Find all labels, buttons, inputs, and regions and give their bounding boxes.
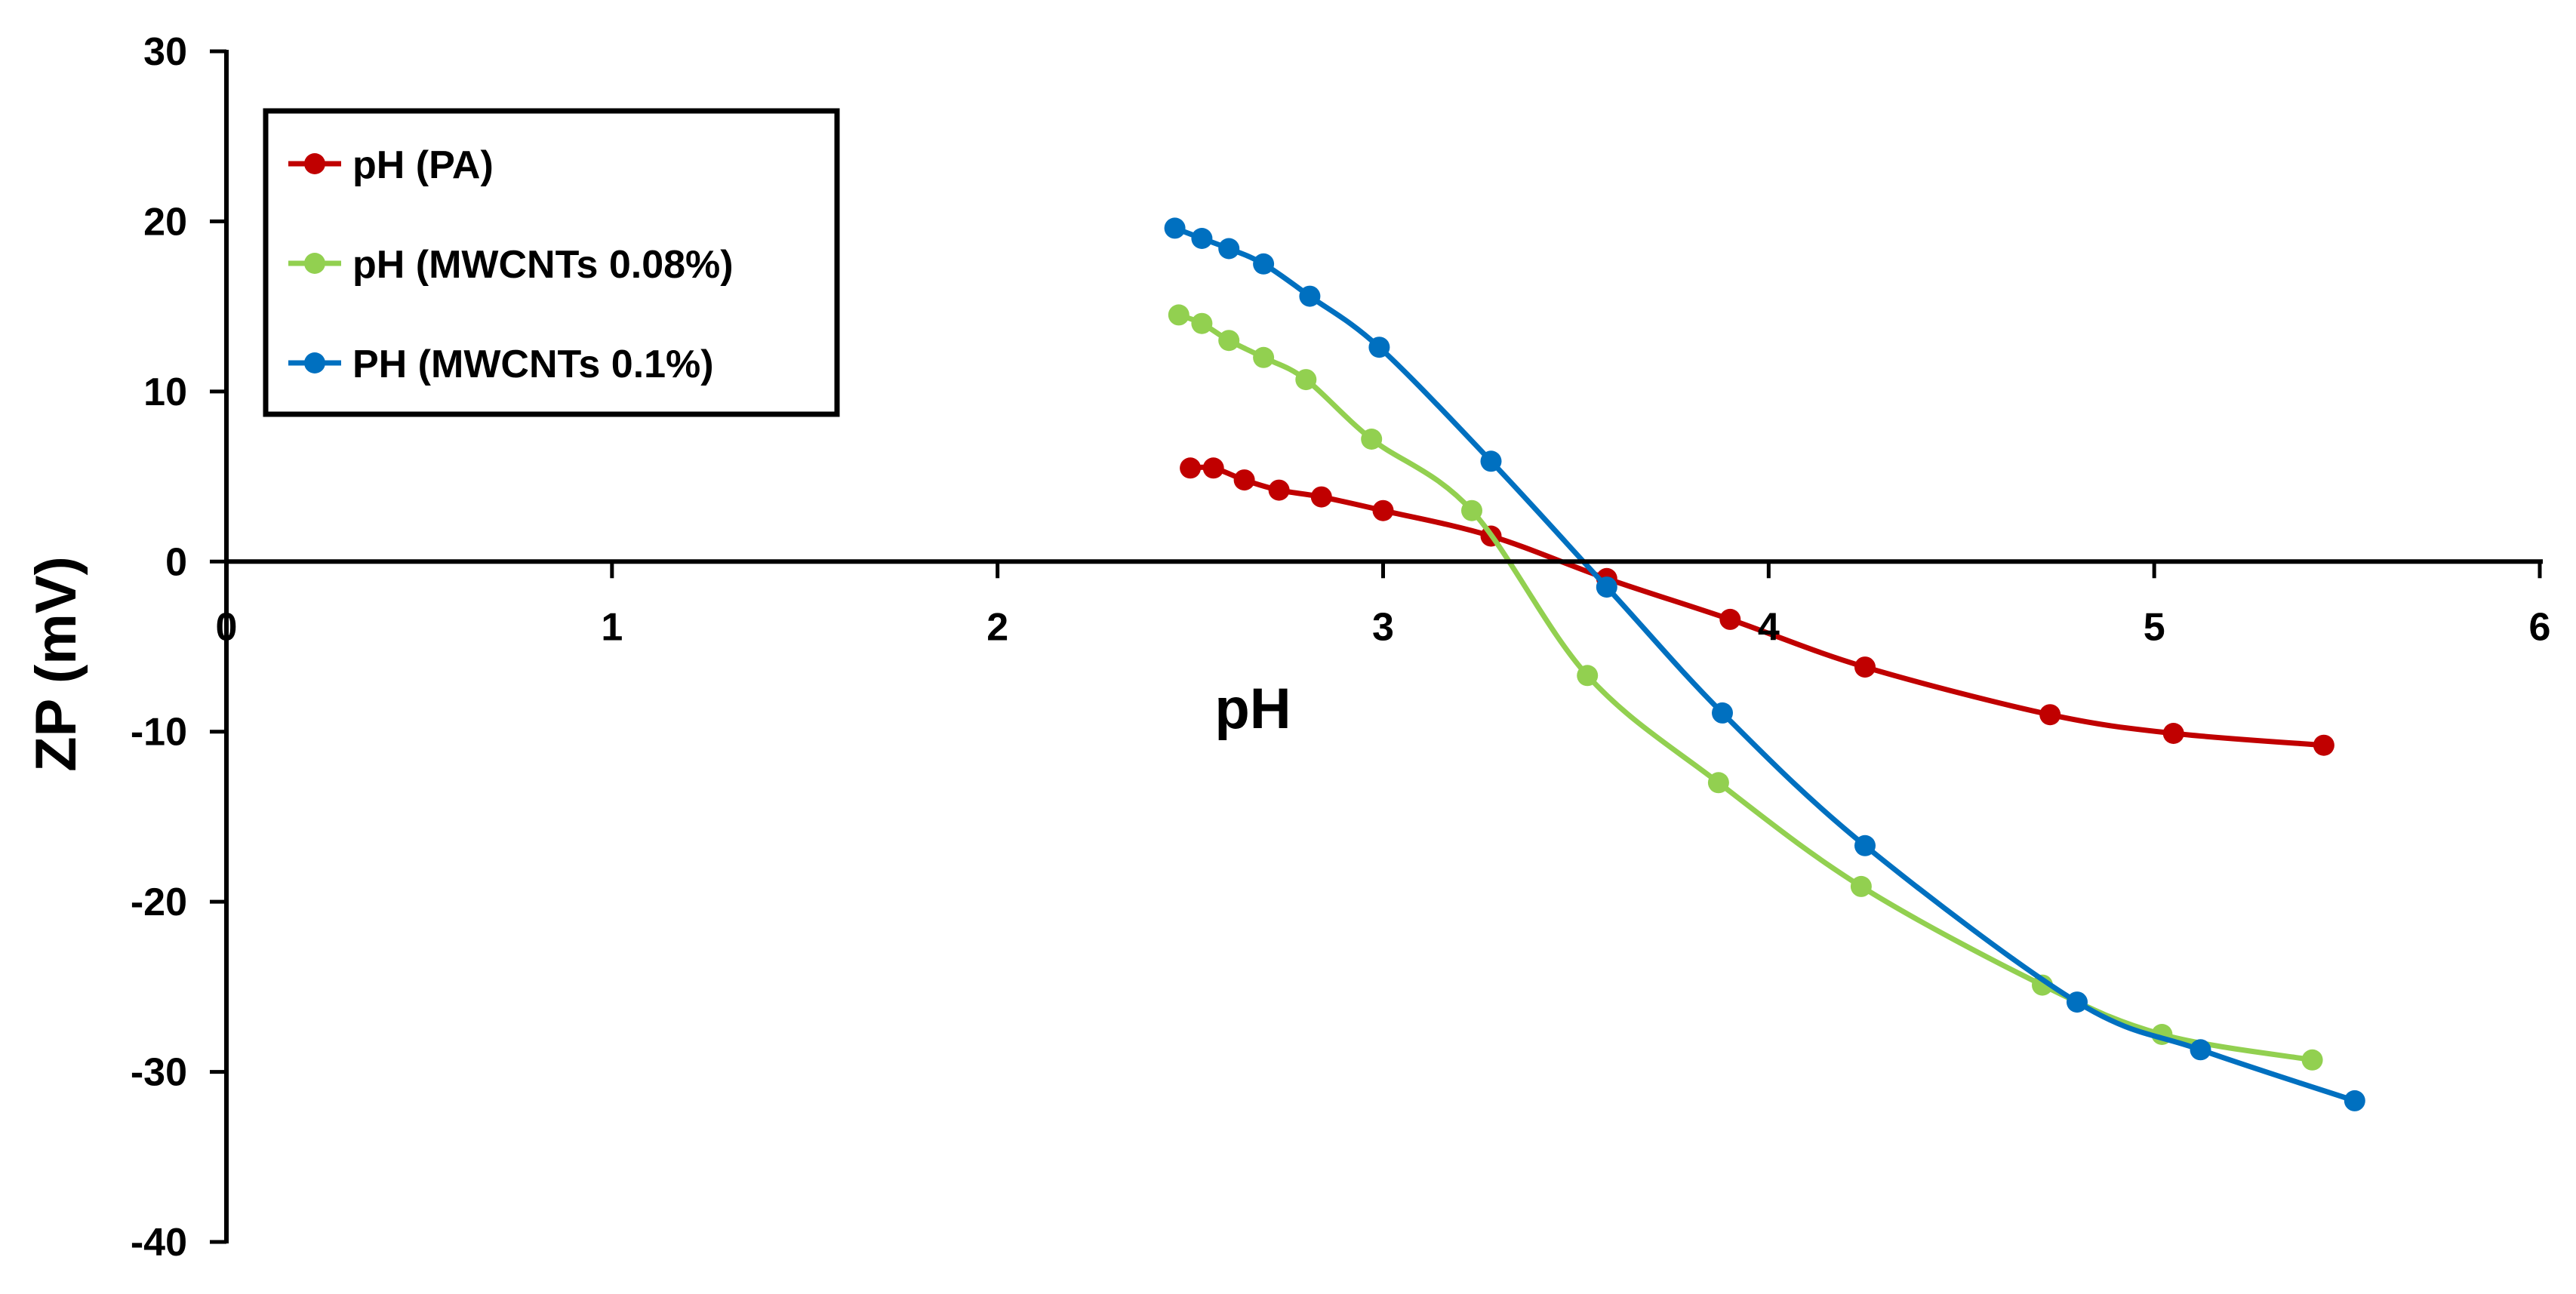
legend: pH (PA) pH (MWCNTs 0.08%) PH (MWCNTs 0.1%) [263,108,840,417]
x-tick-label: 2 [986,605,1008,649]
labels-layer: 30 20 10 0 -10 -20 -30 -40 0 1 2 3 4 5 6 pH ZP (mV) [24,30,2550,1265]
x-axis-title: pH [1214,677,1291,741]
y-tick-label: -40 [131,1221,187,1265]
data-point-s0-1 [1202,457,1224,479]
y-tick-label: 10 [143,370,187,414]
data-point-s1-6 [1461,499,1482,521]
data-point-s2-8 [1712,702,1733,724]
data-point-s2-5 [1368,337,1390,358]
y-axis-title: ZP (mV) [24,556,88,772]
data-point-s1-1 [1191,312,1213,334]
data-point-s0-0 [1180,457,1202,479]
data-point-s2-10 [2067,991,2088,1013]
x-tick-label: 6 [2529,605,2551,649]
legend-swatch-marker [304,153,325,174]
legend-label-2: PH (MWCNTs 0.1%) [352,343,714,386]
data-point-s1-3 [1253,346,1275,368]
y-tick-label: -30 [131,1051,187,1095]
data-point-s0-9 [1854,656,1876,678]
axes-layer [210,49,2543,1244]
series-layer [1164,217,2365,1111]
y-tick-label: 0 [165,540,187,584]
data-point-s2-7 [1596,576,1617,598]
x-tick-label: 3 [1372,605,1394,649]
data-point-s2-12 [2344,1090,2365,1111]
data-point-s1-9 [1850,875,1872,897]
legend-swatch-marker [304,253,325,274]
data-point-s0-4 [1310,486,1332,508]
data-point-s2-1 [1191,228,1213,249]
data-point-s0-11 [2162,723,2184,744]
data-point-s1-10 [2032,974,2053,996]
data-point-s1-8 [1707,772,1729,794]
data-point-s2-3 [1253,253,1275,275]
data-point-s1-12 [2301,1049,2323,1071]
legend-swatch-marker [304,352,325,373]
y-tick-label: 20 [143,200,187,244]
data-point-s0-3 [1268,479,1290,501]
series-line-2 [1172,225,2358,1104]
x-tick-label: 1 [601,605,623,649]
data-point-s1-0 [1168,304,1190,326]
data-point-s0-10 [2039,704,2061,726]
data-point-s2-11 [2190,1039,2211,1061]
y-tick-label: -20 [131,881,187,924]
data-point-s2-9 [1854,834,1876,856]
data-point-s1-2 [1218,330,1240,352]
y-tick-label: 30 [143,30,187,74]
data-point-s0-8 [1719,608,1741,630]
data-point-s0-5 [1372,499,1394,521]
data-point-s2-0 [1164,217,1186,239]
data-point-s1-4 [1295,369,1317,391]
data-point-s2-4 [1299,285,1321,307]
y-tick-label: -10 [131,711,187,755]
data-point-s2-2 [1218,238,1240,260]
data-point-s1-5 [1361,429,1383,450]
data-point-s1-7 [1577,665,1599,687]
x-tick-label: 5 [2144,605,2165,649]
data-point-s0-2 [1233,469,1255,491]
data-point-s0-12 [2313,734,2334,756]
legend-label-1: pH (MWCNTs 0.08%) [352,243,734,287]
data-point-s2-6 [1480,450,1502,472]
series-line-1 [1176,312,2316,1063]
x-tick-label: 0 [216,605,238,649]
legend-label-0: pH (PA) [352,143,494,187]
legend-box [263,108,840,417]
x-tick-label: 4 [1758,605,1780,649]
